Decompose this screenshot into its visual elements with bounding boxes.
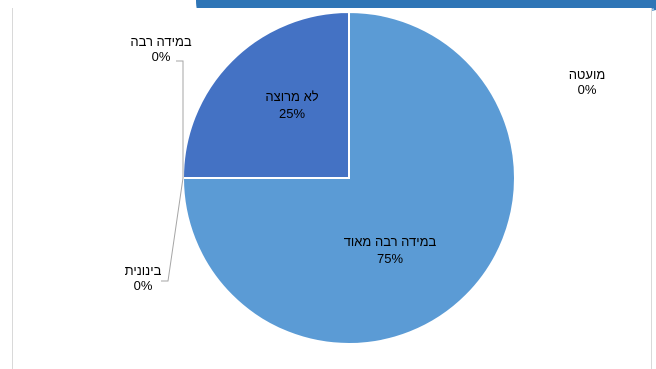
data-labels: במידה רבה מאוד 75% לא מרוצה 25% במידה רב…	[125, 34, 606, 293]
slice-label-value: 75%	[377, 251, 403, 266]
leader-lines	[161, 60, 184, 282]
slice-label-name: לא מרוצה	[265, 89, 318, 104]
slice-label-name: במידה רבה	[130, 34, 192, 49]
slice-label-value: 0%	[134, 278, 153, 293]
slice-label-value: 0%	[152, 49, 171, 64]
slice-label-value: 25%	[279, 106, 305, 121]
slice-label-value: 0%	[578, 82, 597, 97]
pie-slices	[181, 10, 516, 345]
pie-slice	[181, 10, 350, 179]
leader-line	[176, 60, 184, 178]
slice-label-name: מועטה	[569, 67, 606, 82]
slice-label-name: בינונית	[125, 263, 162, 278]
slice-label-name: במידה רבה מאוד	[344, 234, 437, 249]
leader-line	[161, 177, 184, 282]
pie-slice	[181, 10, 516, 345]
